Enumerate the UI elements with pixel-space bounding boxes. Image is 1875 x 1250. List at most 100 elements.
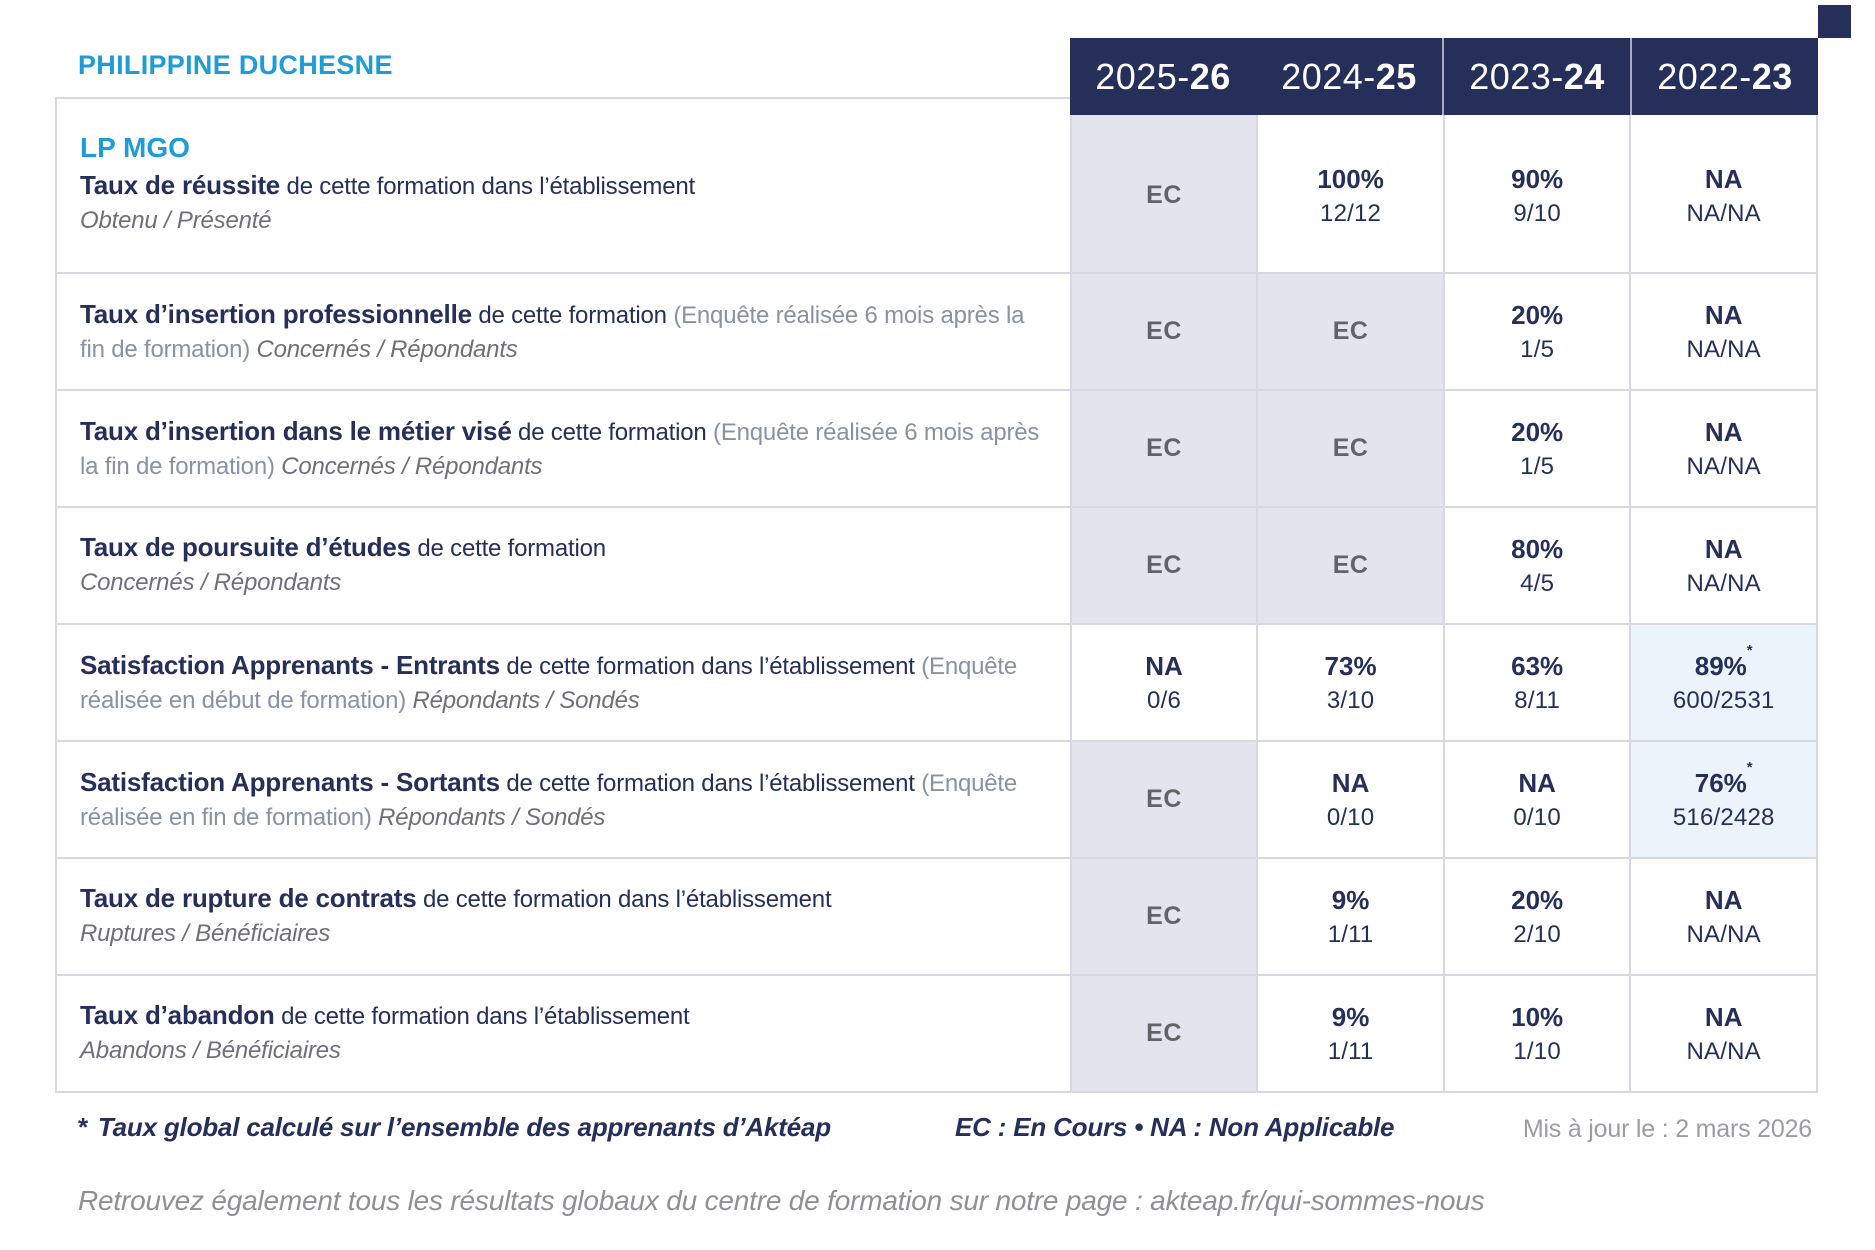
value-fraction: 8/11 [1514,686,1560,714]
value-fraction: NA/NA [1686,920,1761,948]
value-fraction: 1/5 [1520,452,1555,480]
value-main: EC [1146,785,1182,813]
value-cell: EC [1256,274,1443,389]
year-prefix: 2024- [1281,55,1376,97]
value-cell: NA NA/NA [1629,99,1816,272]
value-fraction: 12/12 [1320,199,1382,227]
year-suffix: 25 [1375,55,1417,97]
table-row: Taux d’abandon de cette formation dans l… [57,974,1816,1091]
value-main: EC [1146,551,1182,579]
value-fraction: 0/10 [1326,803,1375,831]
value-cell: NA 0/10 [1256,742,1443,857]
value-cell: 20% 1/5 [1442,274,1630,389]
value-main: NA [1331,767,1370,798]
value-main: EC [1146,1019,1182,1047]
value-main: EC [1146,902,1182,930]
row-label-text: Taux d’insertion dans le métier visé de … [80,414,1044,483]
row-label: Taux de poursuite d’études de cette form… [57,508,1070,623]
indicator-description: de cette formation [417,535,606,563]
value-cell: 10% 1/10 [1442,976,1630,1091]
value-main: 76%* [1694,758,1753,798]
indicator-ratio-label: Obtenu / Présenté [80,207,272,235]
value-fraction: 516/2428 [1672,803,1775,831]
value-main: 100% [1317,163,1384,194]
value-main: NA [1145,650,1183,681]
indicator-description: de cette formation dans l’établissement [506,770,915,797]
value-cell: EC [1069,976,1257,1091]
value-main: NA [1704,884,1743,915]
value-fraction: 1/10 [1513,1037,1561,1065]
indicator-survey-note: (Enquête réalisée 6 mois après la fin de… [80,302,1025,363]
value-cell: EC [1069,99,1257,272]
value-cell: 90% 9/10 [1442,99,1630,272]
row-label-text: Satisfaction Apprenants - Entrants de ce… [80,648,1044,717]
row-label: LP MGO Taux de réussite de cette formatio… [57,99,1070,272]
year-suffix: 24 [1563,55,1605,97]
table-row: Satisfaction Apprenants - Sortants de ce… [57,740,1816,857]
year-header-202425: 2024- 25 [1256,38,1442,115]
table-row: Taux d’insertion dans le métier visé de … [57,389,1816,506]
row-label-text: Taux de réussite de cette formation dans… [80,168,1044,204]
value-cell: NA NA/NA [1629,859,1816,974]
value-cell: 89%* 600/2531 [1629,625,1816,740]
indicator-ratio-label: Répondants / Sondés [412,686,640,714]
value-fraction: 4/5 [1520,569,1555,597]
indicator-survey-note: (Enquête réalisée en fin de formation) [80,770,1018,831]
value-cell: EC [1256,508,1443,623]
indicator-description: de cette formation dans l’établissement [286,173,696,201]
indicator-title: Taux d’insertion professionnelle [80,299,472,329]
table-row: LP MGO Taux de réussite de cette formatio… [57,99,1816,272]
indicator-title: Taux de poursuite d’études [80,532,411,563]
value-cell: EC [1069,274,1257,389]
value-main: 89%* [1694,641,1753,681]
value-fraction: 9/10 [1513,199,1561,227]
indicator-ratio-label: Répondants / Sondés [378,803,606,831]
value-fraction: NA/NA [1686,1037,1761,1065]
row-label: Taux d’insertion professionnelle de cett… [57,274,1070,389]
indicator-title: Satisfaction Apprenants - Entrants [80,650,500,680]
value-main: 20% [1511,299,1564,330]
value-cell: 76%* 516/2428 [1629,742,1816,857]
indicator-description: de cette formation [478,302,667,329]
indicator-ratio-label: Abandons / Bénéficiaires [80,1037,341,1065]
value-main: EC [1146,181,1182,209]
indicator-description: de cette formation [518,419,707,446]
table-row: Taux d’insertion professionnelle de cett… [57,272,1816,389]
value-main: 20% [1511,416,1564,447]
value-fraction: NA/NA [1686,569,1761,597]
row-label-text: Taux de rupture de contrats de cette for… [80,881,1044,917]
table-row: Taux de rupture de contrats de cette for… [57,857,1816,974]
footnote-text: Taux global calculé sur l’ensemble des a… [97,1112,831,1142]
value-cell: 63% 8/11 [1442,625,1630,740]
value-main: NA [1704,299,1743,330]
indicator-ratio-label: Concernés / Répondants [281,452,543,480]
corner-decoration [1818,5,1851,38]
value-main: NA [1518,767,1556,798]
indicator-description: de cette formation dans l’établissement [422,886,832,914]
year-header-row: 2025- 26 2024- 25 2023- 24 2022- 23 [1070,38,1818,115]
value-main: 9% [1331,884,1370,915]
updated-date: Mis à jour le : 2 mars 2026 [1522,1115,1812,1143]
value-fraction: 2/10 [1513,920,1561,948]
value-cell: 20% 1/5 [1442,391,1630,506]
value-cell: 9% 1/11 [1256,859,1443,974]
value-fraction: NA/NA [1686,452,1761,480]
value-fraction: 0/6 [1147,686,1181,714]
asterisk-marker: * [78,1112,88,1142]
row-label: Taux de rupture de contrats de cette for… [57,859,1070,974]
value-cell: 20% 2/10 [1442,859,1630,974]
value-cell: NA NA/NA [1629,976,1816,1091]
year-prefix: 2025- [1095,55,1190,97]
year-suffix: 23 [1751,55,1793,97]
indicator-description: de cette formation dans l’établissement [281,1003,690,1031]
value-main: NA [1704,163,1743,194]
value-main: 80% [1511,533,1564,564]
value-cell: NA 0/10 [1442,742,1630,857]
year-prefix: 2023- [1469,55,1564,97]
indicator-description: de cette formation dans l’établissement [506,653,915,680]
indicator-ratio-label: Ruptures / Bénéficiaires [80,920,330,948]
year-prefix: 2022- [1657,55,1752,97]
value-main: EC [1332,317,1369,345]
row-label: Satisfaction Apprenants - Sortants de ce… [57,742,1070,857]
legend-abbreviations: EC : En Cours • NA : Non Applicable [955,1112,1395,1142]
